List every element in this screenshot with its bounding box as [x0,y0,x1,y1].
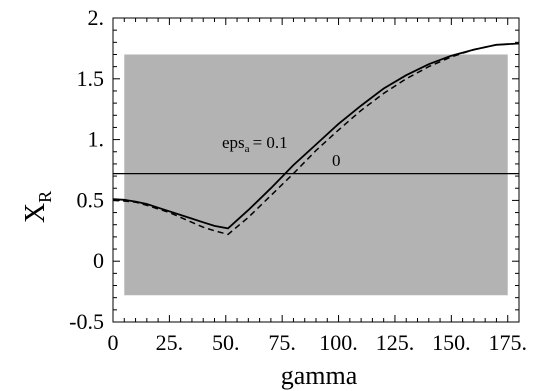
y-tick-label: 0 [93,248,104,273]
x-tick-label: 100. [319,330,358,355]
x-tick-label: 50. [212,330,240,355]
x-tick-label: 75. [268,330,296,355]
x-tick-label: 150. [432,330,471,355]
plot-frame [112,17,520,323]
series-dashed-line [112,42,520,236]
series-label-zero: 0 [332,151,341,170]
shaded-region [124,54,508,296]
series-label-eps: epsa = 0.1 [222,133,288,155]
axis-ticks: 0 25. 50. 75. 100. 125. 150. 175.-0.500.51.1.52… [69,5,527,355]
y-tick-label: 1. [88,127,105,152]
x-axis-label: gamma [281,361,358,390]
x-tick-label: 25. [156,330,184,355]
y-tick-label: 1.5 [77,66,105,91]
x-tick-label: 0 [108,330,119,355]
y-tick-label: -0.5 [69,309,104,334]
x-tick-label: 175. [488,330,527,355]
y-tick-label: 2. [88,5,105,30]
y-axis-label: XR [20,191,55,223]
y-tick-label: 0.5 [77,187,105,212]
series-solid-line [112,42,520,230]
x-tick-label: 125. [376,330,415,355]
